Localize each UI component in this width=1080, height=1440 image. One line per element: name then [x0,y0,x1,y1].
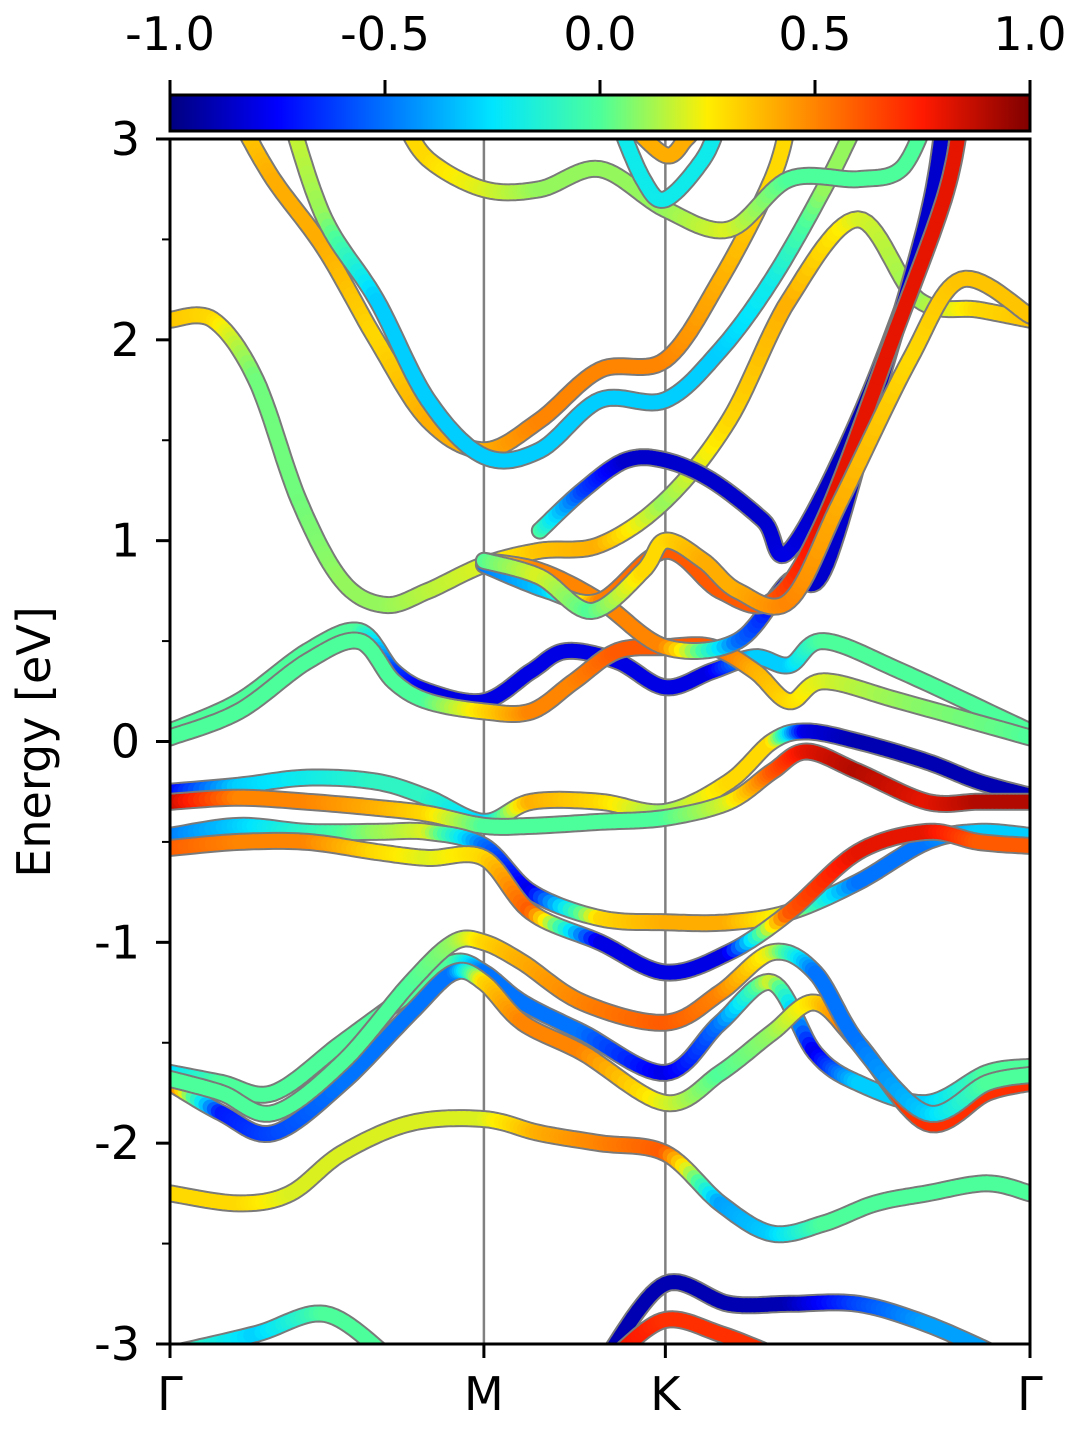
y-tick-label: 3 [111,112,140,166]
band-segment [618,1338,635,1344]
band [173,1304,387,1354]
band-outline [170,621,1030,741]
band-segment [682,139,696,144]
band-outline [170,1109,1030,1244]
band-segment [684,139,696,142]
x-tick-label: M [464,1367,504,1421]
band [287,139,859,470]
y-tick-label: -1 [94,915,140,969]
colorbar-tick-label: -0.5 [340,7,430,61]
band-segment [609,1351,611,1354]
colorbar-tick-label: 0.5 [778,7,851,61]
band-segment [618,1341,630,1344]
band-segment [767,1352,770,1353]
y-tick-label: 0 [111,715,140,769]
band-segment [707,139,721,144]
colorbar-gradient [168,93,1032,133]
band-segment [174,1352,178,1353]
band-segment [178,1351,183,1352]
band [170,1109,1030,1244]
band-segment [619,1343,624,1344]
band-segment [617,1353,619,1355]
band-segment [375,1342,384,1344]
band-segment [680,139,696,145]
band-segment [764,1351,767,1352]
band [615,1310,772,1355]
band-segment [981,1342,991,1344]
band-segment [635,139,652,145]
x-tick-label: K [650,1367,682,1421]
band [604,1273,996,1354]
band-segment [993,1353,996,1354]
high-symmetry-lines [482,139,667,1344]
colorbar: -1.0 -0.5 0.0 0.5 1.0 [125,7,1067,133]
band-segment [189,1339,209,1344]
band [170,929,1030,1123]
y-tick-label: 2 [111,313,140,367]
band-segment [751,1341,766,1344]
y-tick-label: 1 [111,514,140,568]
band [170,742,1030,836]
band-segment [756,1342,766,1344]
band [170,816,1030,933]
band-segment [747,1339,764,1344]
colorbar-tick-label: 0.0 [563,7,636,61]
band-segment [974,1340,990,1344]
y-tick-label: -2 [94,1116,140,1170]
band [632,139,699,165]
y-axis-title: Energy [eV] [7,606,61,877]
band-segment [383,1352,385,1354]
band-segment [184,1341,201,1344]
y-axis: 3 2 1 0 -1 -2 -3 [94,112,170,1371]
colorbar-tick-label: -1.0 [125,7,215,61]
band [170,621,1030,741]
colorbar-tick-label: 1.0 [993,7,1066,61]
bands [170,139,1030,1355]
band [170,210,1030,615]
band [170,822,1030,982]
plot-area: 3 2 1 0 -1 -2 -3 Γ M K Γ [94,112,1043,1421]
band-segment [369,1340,384,1344]
band-segment [842,139,857,145]
band-segment [182,1342,193,1344]
band-segment [607,1339,621,1344]
band-outline [474,269,1030,620]
y-tick-label: -3 [94,1317,140,1371]
band-segment [989,1351,992,1353]
colorbar-ticks: -1.0 -0.5 0.0 0.5 1.0 [125,7,1067,95]
x-tick-label: Γ [157,1367,183,1421]
band-segment [195,1338,216,1344]
band-segment [770,1353,772,1354]
band [474,269,1030,620]
band-segment [404,139,419,145]
band-segment [934,139,949,145]
band-segment [617,139,632,145]
x-tick-label: Γ [1017,1367,1043,1421]
